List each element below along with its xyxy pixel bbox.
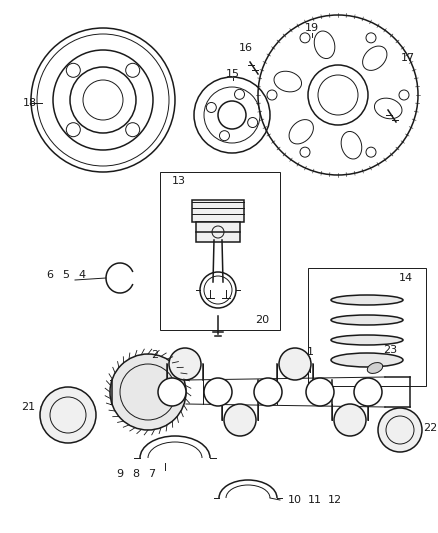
Text: 18: 18	[23, 98, 37, 108]
Ellipse shape	[331, 295, 403, 305]
Text: 12: 12	[328, 495, 342, 505]
Text: 11: 11	[308, 495, 322, 505]
Ellipse shape	[331, 335, 403, 345]
Bar	[308, 268, 426, 386]
Text: 22: 22	[423, 423, 437, 433]
Circle shape	[40, 387, 96, 443]
Text: 20: 20	[255, 315, 269, 325]
Circle shape	[378, 408, 422, 452]
Ellipse shape	[331, 353, 403, 367]
Circle shape	[354, 378, 382, 406]
Text: 17: 17	[401, 53, 415, 63]
Text: 8: 8	[132, 469, 140, 479]
Bar	[160, 172, 280, 330]
Circle shape	[306, 378, 334, 406]
Text: 5: 5	[63, 270, 70, 280]
Bar	[192, 200, 244, 222]
Text: 9: 9	[117, 469, 124, 479]
Circle shape	[254, 378, 282, 406]
Circle shape	[204, 378, 232, 406]
Text: 10: 10	[288, 495, 302, 505]
Text: 1: 1	[307, 347, 314, 357]
Circle shape	[279, 348, 311, 380]
Text: 13: 13	[172, 176, 186, 186]
Text: 23: 23	[383, 345, 397, 355]
Ellipse shape	[367, 362, 383, 374]
Text: 6: 6	[46, 270, 53, 280]
Text: 16: 16	[239, 43, 253, 53]
Circle shape	[158, 378, 186, 406]
Text: 4: 4	[78, 270, 85, 280]
Text: 21: 21	[21, 402, 35, 412]
Text: 15: 15	[226, 69, 240, 79]
Ellipse shape	[331, 315, 403, 325]
Circle shape	[334, 404, 366, 436]
Text: 19: 19	[305, 23, 319, 33]
Circle shape	[169, 348, 201, 380]
Bar	[196, 222, 240, 242]
Circle shape	[110, 354, 186, 430]
Circle shape	[224, 404, 256, 436]
Text: 7: 7	[148, 469, 155, 479]
Text: 14: 14	[399, 273, 413, 283]
Text: 2: 2	[152, 350, 159, 360]
